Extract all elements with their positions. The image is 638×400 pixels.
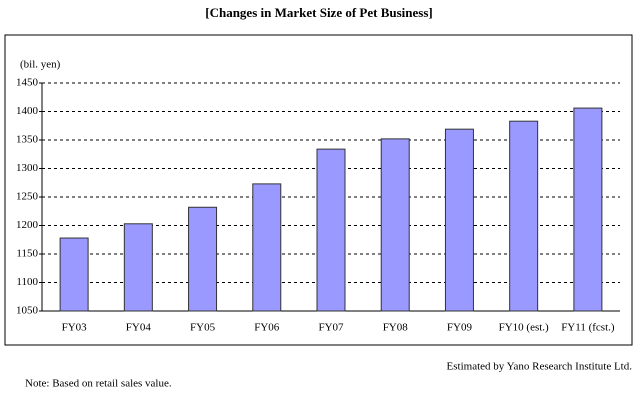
footnote: Note: Based on retail sales value. [25,378,172,390]
y-axis-label: (bil. yen) [20,59,61,71]
x-tick-label: FY09 [447,322,473,334]
y-tick-label: 1100 [16,276,38,288]
x-tick-label: FY05 [190,322,216,334]
bar [509,120,539,312]
y-tick-label: 1250 [16,191,39,203]
x-tick-label: FY03 [62,322,88,334]
y-tick-label: 1200 [16,219,39,231]
y-tick-label: 1050 [16,305,39,317]
bar [316,148,346,312]
chart-frame [4,34,633,346]
bar [123,223,153,312]
source-note: Estimated by Yano Research Institute Ltd… [447,361,633,373]
chart-title: [Changes in Market Size of Pet Business] [205,5,433,20]
y-tick-label: 1350 [16,134,39,146]
y-tick-label: 1300 [16,162,39,174]
bar [188,206,218,312]
x-tick-label: FY08 [383,322,409,334]
x-tick-label: FY04 [126,322,152,334]
bar [59,237,89,312]
y-tick-label: 1150 [16,248,38,260]
y-tick-label: 1450 [16,77,39,89]
x-tick-label: FY10 (est.) [499,322,549,334]
bar [444,128,474,312]
bar [380,138,410,312]
x-tick-label: FY07 [318,322,344,334]
y-tick-label: 1400 [16,105,39,117]
bar [573,107,603,312]
x-tick-label: FY06 [254,322,280,334]
x-tick-label: FY11 (fcst.) [561,322,615,334]
bar [252,183,282,312]
